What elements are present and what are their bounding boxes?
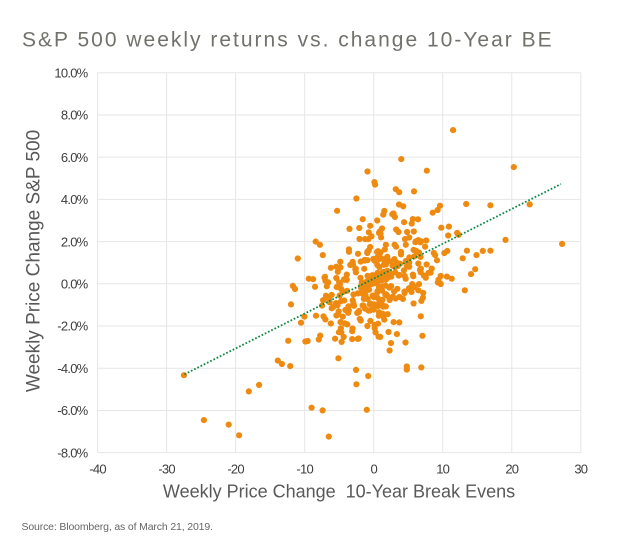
- svg-text:4.0%: 4.0%: [61, 192, 89, 207]
- svg-text:8.0%: 8.0%: [61, 108, 89, 123]
- svg-text:2.0%: 2.0%: [61, 234, 89, 249]
- svg-text:30: 30: [574, 462, 587, 477]
- svg-text:6.0%: 6.0%: [61, 150, 89, 165]
- svg-text:-6.0%: -6.0%: [57, 403, 88, 418]
- svg-text:0.0%: 0.0%: [61, 277, 89, 292]
- svg-text:Weekly Price Change S&P 500: Weekly Price Change S&P 500: [24, 130, 45, 392]
- svg-text:Source: Bloomberg, as of March: Source: Bloomberg, as of March 21, 2019.: [22, 521, 213, 533]
- svg-text:-10: -10: [296, 462, 313, 477]
- svg-text:10: 10: [436, 462, 449, 477]
- svg-text:-2.0%: -2.0%: [57, 319, 88, 334]
- svg-text:10.0%: 10.0%: [54, 65, 88, 80]
- svg-text:Weekly Price Change 10-Year B: Weekly Price Change 10-Year Break Evens: [163, 482, 515, 502]
- svg-text:20: 20: [505, 462, 518, 477]
- svg-text:-40: -40: [89, 462, 106, 477]
- svg-text:-30: -30: [158, 462, 175, 477]
- svg-text:-8.0%: -8.0%: [57, 445, 88, 460]
- svg-text:-4.0%: -4.0%: [57, 361, 88, 376]
- svg-text:S&P 500 weekly returns vs. cha: S&P 500 weekly returns vs. change 10-Yea…: [22, 29, 554, 52]
- svg-text:0: 0: [370, 462, 377, 477]
- svg-text:-20: -20: [227, 462, 244, 477]
